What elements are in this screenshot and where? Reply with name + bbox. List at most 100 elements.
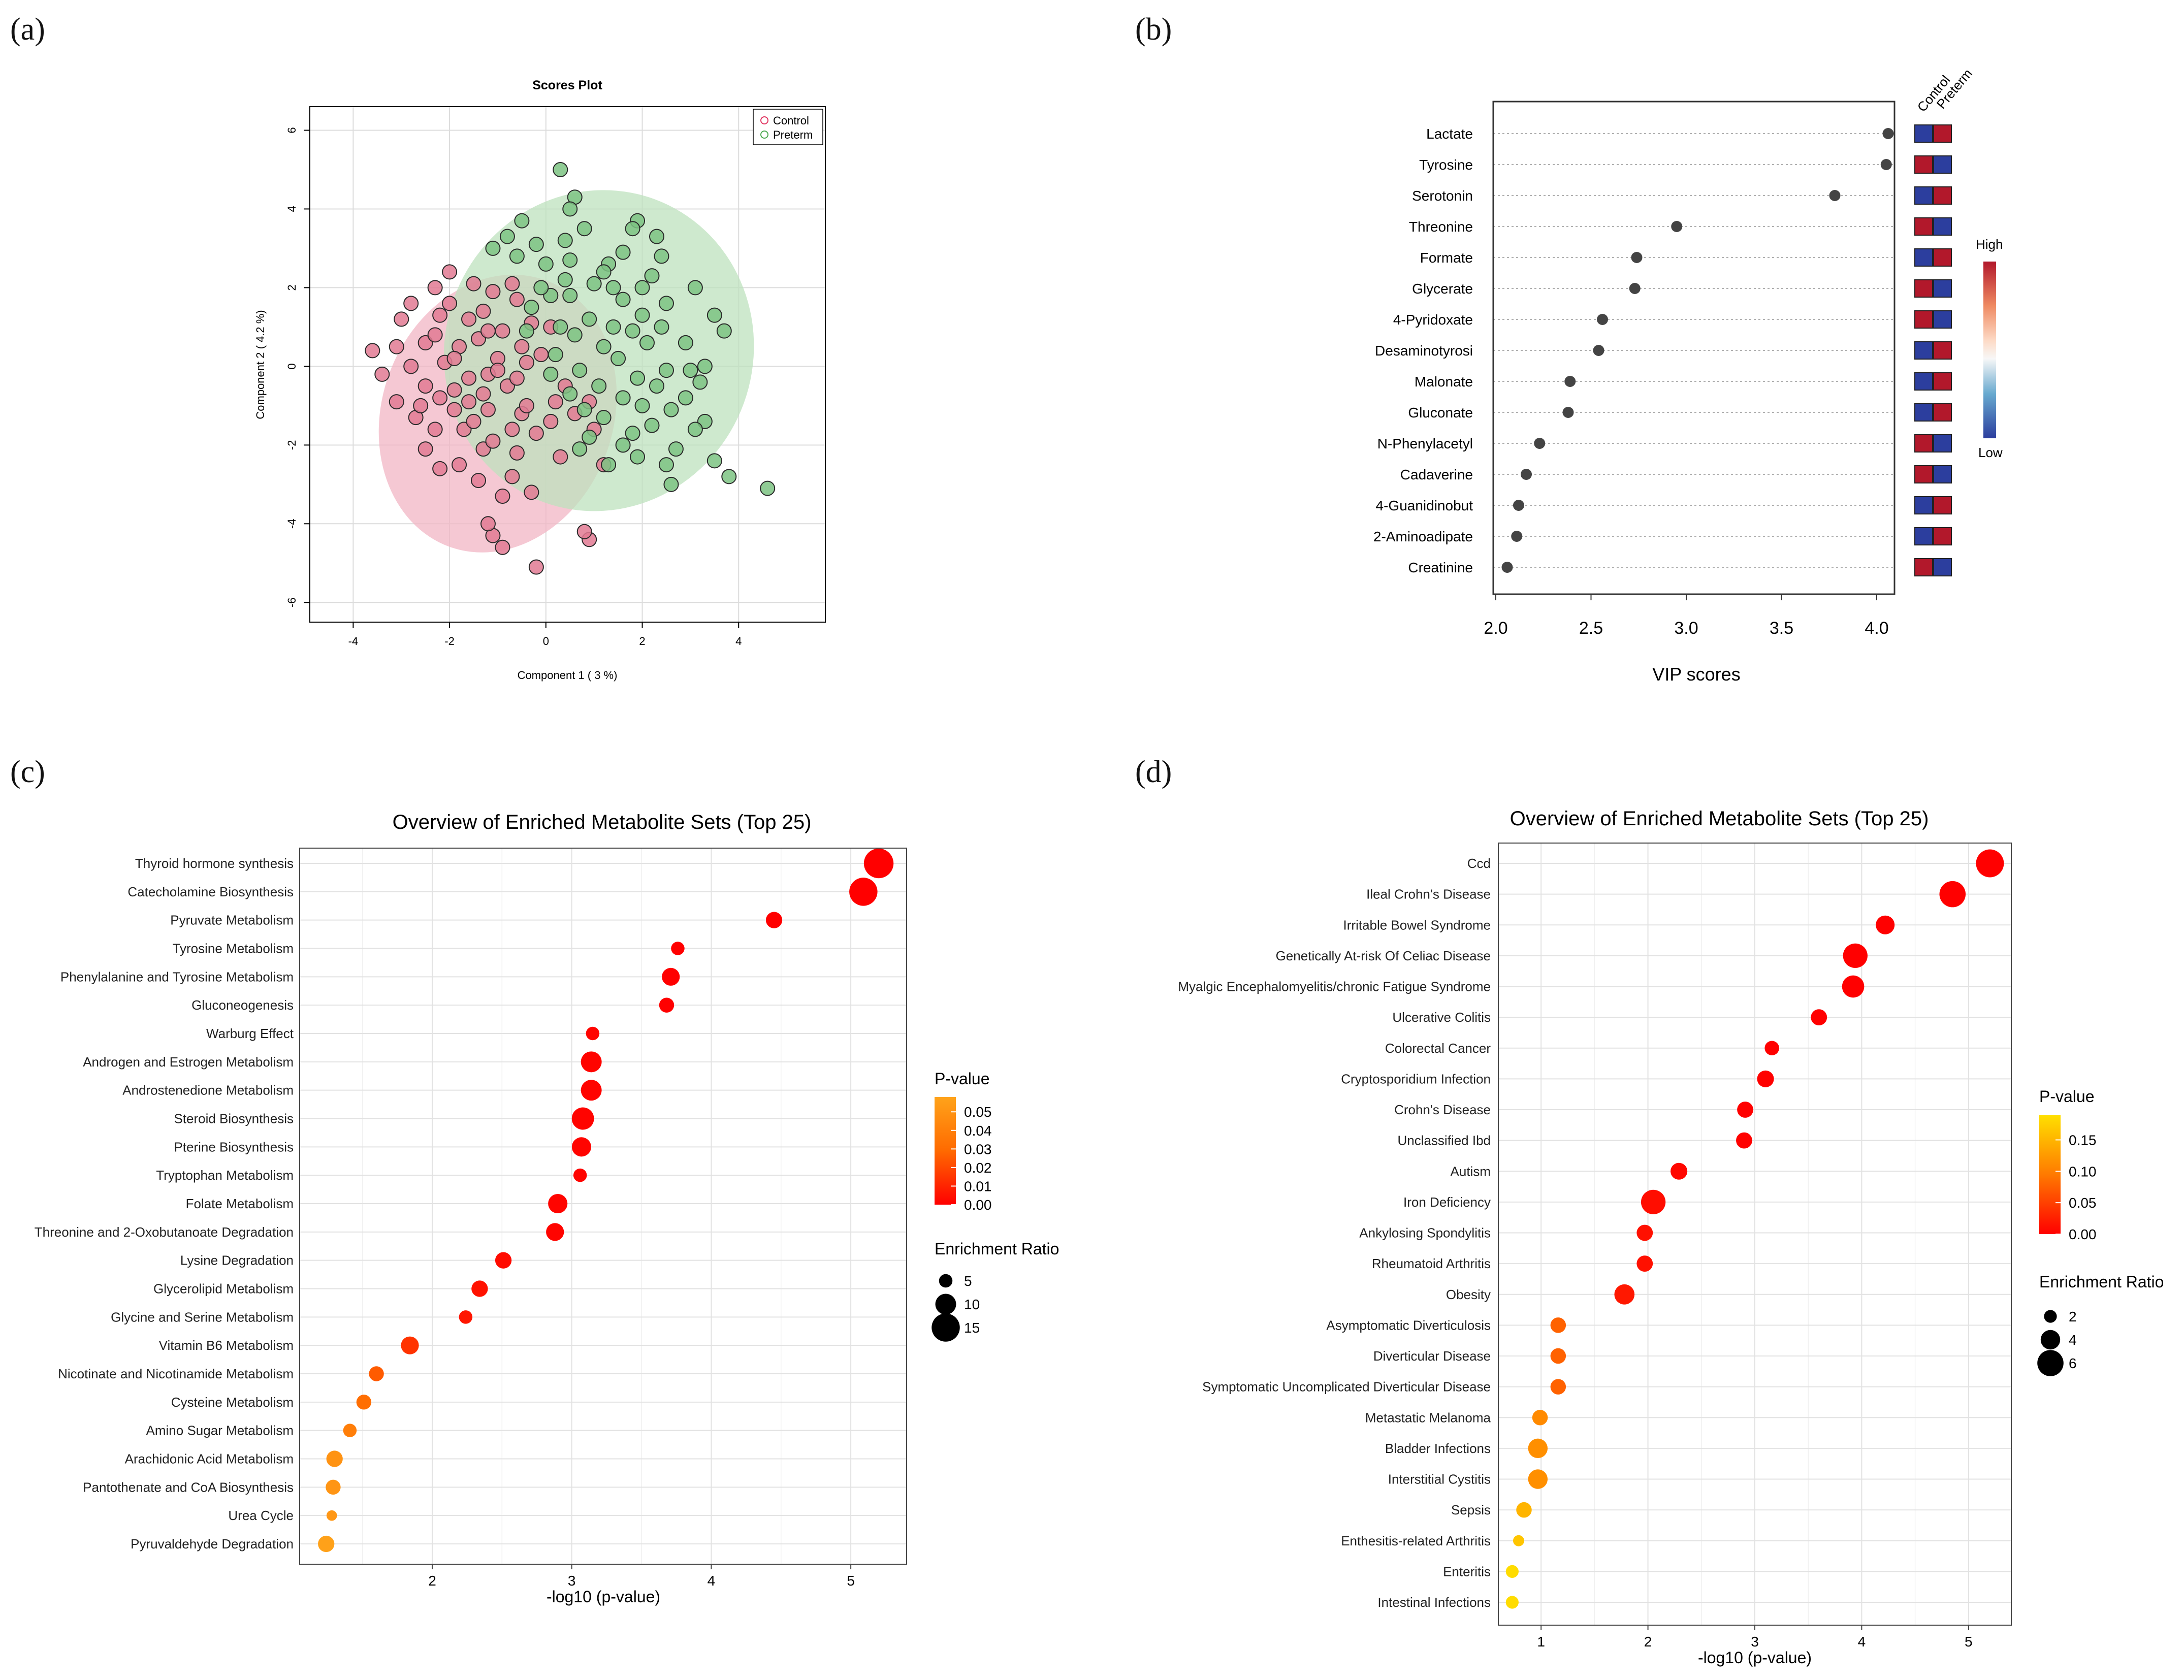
- d-set-label: Enthesitis-related Arthritis: [1341, 1533, 1491, 1548]
- c-set-label: Thyroid hormone synthesis: [135, 856, 294, 871]
- score-point-preterm: [760, 480, 776, 496]
- score-point-preterm: [586, 276, 602, 292]
- c-set-label: Pyruvaldehyde Degradation: [131, 1536, 294, 1552]
- c-enrichment-dot: [459, 1310, 473, 1324]
- vip-point: [1593, 345, 1604, 356]
- vip-point: [1629, 283, 1641, 294]
- vip-point: [1534, 438, 1546, 449]
- d-set-label: Myalgic Encephalomyelitis/chronic Fatigu…: [1178, 979, 1491, 994]
- d-x-tick-label: 1: [1537, 1634, 1545, 1650]
- score-point-preterm: [658, 296, 674, 311]
- scores-plot-title: Scores Plot: [532, 78, 602, 92]
- scores-plot-frame: [309, 106, 826, 623]
- c-x-tick-label: 4: [708, 1573, 716, 1589]
- score-point-control: [475, 303, 491, 319]
- d-enrichment-dot: [1550, 1348, 1566, 1364]
- score-point-control: [427, 327, 443, 343]
- d-enrichment-dot: [1757, 1070, 1774, 1087]
- d-set-label: Iron Deficiency: [1403, 1194, 1491, 1210]
- score-point-preterm: [548, 347, 563, 363]
- score-point-preterm: [591, 378, 607, 394]
- panel-label-a: (a): [10, 12, 45, 47]
- enrichment-c-x-ticks: 2 3 4 5: [428, 1564, 855, 1589]
- score-point-preterm: [634, 307, 650, 323]
- score-point-control: [374, 366, 390, 382]
- vip-point: [1880, 159, 1892, 170]
- score-point-preterm: [543, 366, 559, 382]
- score-point-control: [446, 402, 462, 417]
- d-x-tick-label: 4: [1858, 1634, 1866, 1650]
- score-point-preterm: [499, 229, 515, 244]
- c-size-legend-dot: [932, 1313, 960, 1342]
- score-point-preterm: [683, 363, 698, 378]
- score-point-control: [495, 489, 510, 504]
- score-point-preterm: [706, 307, 722, 323]
- score-point-preterm: [611, 350, 626, 366]
- score-point-preterm: [706, 453, 722, 469]
- vip-heatmap: [1914, 124, 1952, 576]
- c-pvalue-tick-label: 0.05: [964, 1104, 992, 1120]
- scores-x-tick-label: 0: [543, 635, 549, 648]
- vip-point: [1511, 531, 1523, 542]
- c-enrichment-dot: [369, 1366, 384, 1381]
- score-point-preterm: [649, 229, 664, 244]
- scores-y-tick-label: -2: [285, 440, 298, 450]
- heat-cell-preterm: [1933, 124, 1952, 143]
- enrichment-c-set-labels: Thyroid hormone synthesis Catecholamine B…: [35, 856, 294, 1552]
- score-point-control: [446, 350, 462, 366]
- heat-cell-control: [1914, 341, 1933, 360]
- c-enrichment-dot: [571, 1137, 591, 1157]
- score-point-control: [403, 359, 419, 374]
- d-set-label: Colorectal Cancer: [1385, 1041, 1491, 1056]
- score-point-control: [519, 354, 534, 370]
- d-set-label: Diverticular Disease: [1373, 1348, 1491, 1364]
- score-point-preterm: [514, 213, 530, 229]
- heat-cell-control: [1914, 403, 1933, 422]
- d-pvalue-tick-label: 0.10: [2069, 1164, 2097, 1179]
- d-enrichment-dot: [1614, 1284, 1635, 1305]
- c-enrichment-size-legend: 5 10 15: [932, 1273, 980, 1342]
- score-point-control: [442, 296, 458, 311]
- score-point-control: [461, 311, 477, 327]
- panel-label-c: (c): [10, 755, 45, 789]
- scores-legend-box: [753, 109, 823, 145]
- d-enrichment-dot: [1516, 1502, 1532, 1518]
- c-set-label: Tyrosine Metabolism: [173, 941, 294, 956]
- scores-y-axis-label: Component 2 ( 4.2 %): [254, 310, 267, 419]
- c-set-label: Arachidonic Acid Metabolism: [125, 1451, 294, 1467]
- heat-cell-preterm: [1933, 527, 1952, 545]
- vip-point: [1597, 314, 1608, 325]
- c-pvalue-tick-label: 0.02: [964, 1160, 992, 1176]
- vip-point: [1631, 252, 1643, 263]
- heat-cell-preterm: [1933, 279, 1952, 298]
- c-size-legend-dot: [939, 1274, 953, 1288]
- d-set-label: Obesity: [1446, 1287, 1491, 1302]
- enrichment-plot-d: Overview of Enriched Metabolite Sets (To…: [1178, 807, 2164, 1667]
- c-enrichment-dot: [581, 1080, 602, 1101]
- score-point-preterm: [572, 363, 588, 378]
- vip-x-tick-label: 4.0: [1865, 619, 1888, 638]
- score-point-preterm: [562, 287, 578, 303]
- d-pvalue-legend-title: P-value: [2039, 1087, 2095, 1106]
- vip-x-tick-label: 2.5: [1579, 619, 1603, 638]
- c-pvalue-tick-label: 0.03: [964, 1141, 992, 1157]
- vip-point: [1562, 407, 1574, 418]
- panel-label-b: (b): [1135, 12, 1172, 47]
- heat-cell-preterm: [1933, 434, 1952, 453]
- d-enrichment-dot: [1550, 1317, 1566, 1333]
- c-enrichment-dot: [573, 1168, 587, 1182]
- d-enrichment-dot: [1976, 849, 2004, 878]
- scores-x-tick-label: 4: [735, 635, 742, 648]
- heat-cell-preterm: [1933, 372, 1952, 391]
- score-point-control: [504, 469, 520, 484]
- score-point-preterm: [557, 272, 573, 287]
- heat-cell-control: [1914, 558, 1933, 576]
- score-point-preterm: [663, 476, 679, 492]
- score-point-control: [485, 433, 501, 449]
- c-enrichment-dot: [343, 1424, 357, 1437]
- score-point-control: [480, 516, 496, 532]
- c-enrichment-dot: [671, 942, 685, 955]
- score-point-preterm: [576, 221, 592, 237]
- c-set-label: Phenylalanine and Tyrosine Metabolism: [60, 969, 294, 984]
- scores-y-tick-label: -6: [285, 597, 298, 607]
